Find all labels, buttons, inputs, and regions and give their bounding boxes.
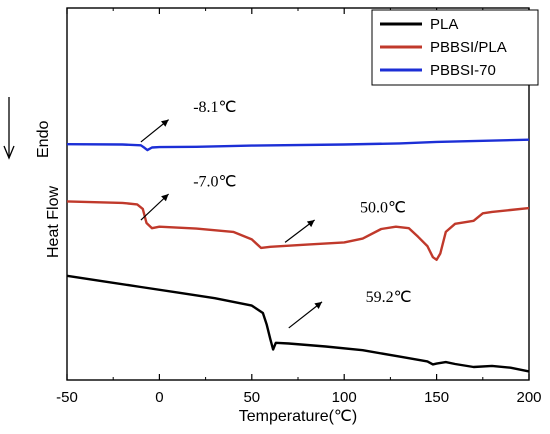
plot-area xyxy=(66,138,530,373)
legend-entry-pbbsi-70: PBBSI-70 xyxy=(380,62,496,79)
series-line-0 xyxy=(66,274,530,373)
x-tick-label: 150 xyxy=(424,389,449,406)
x-tick-label: -50 xyxy=(56,389,78,406)
annotation-arrowhead xyxy=(161,119,169,127)
annotation-arrowhead xyxy=(306,220,315,228)
legend-entry-pbbsi-pla: PBBSI/PLA xyxy=(380,39,507,56)
series-line-2 xyxy=(66,138,530,152)
series-line-1 xyxy=(66,200,530,261)
x-tick-label: 100 xyxy=(332,389,357,406)
annotation-arrowhead xyxy=(314,301,322,309)
legend-entry-pla: PLA xyxy=(380,16,458,33)
x-tick-label: 0 xyxy=(155,389,163,406)
legend-label-pla: PLA xyxy=(430,16,458,33)
axes: -50 0 50 100 150 200 xyxy=(56,7,542,406)
annotations: -8.1℃ -7.0℃ 50.0℃ 59.2℃ xyxy=(140,99,412,329)
annotation-arrowhead xyxy=(161,194,169,202)
x-axis-title: Temperature(℃) xyxy=(239,408,357,425)
legend: PLA PBBSI/PLA PBBSI-70 xyxy=(371,9,539,86)
annotation-label: -7.0℃ xyxy=(193,174,236,191)
endo-arrow-icon xyxy=(3,97,15,160)
annotation-label: -8.1℃ xyxy=(193,99,236,116)
annotation-label: 50.0℃ xyxy=(360,200,406,217)
legend-label-pbbsi-70: PBBSI-70 xyxy=(430,62,496,79)
annotation-label: 59.2℃ xyxy=(366,289,412,306)
legend-label-pbbsi-pla: PBBSI/PLA xyxy=(430,39,507,56)
x-tick-label: 200 xyxy=(516,389,541,406)
y-axis-title: Heat Flow xyxy=(45,186,62,258)
endo-label: Endo xyxy=(35,121,52,158)
x-tick-label: 50 xyxy=(243,389,260,406)
annotation-arrow xyxy=(288,301,323,329)
